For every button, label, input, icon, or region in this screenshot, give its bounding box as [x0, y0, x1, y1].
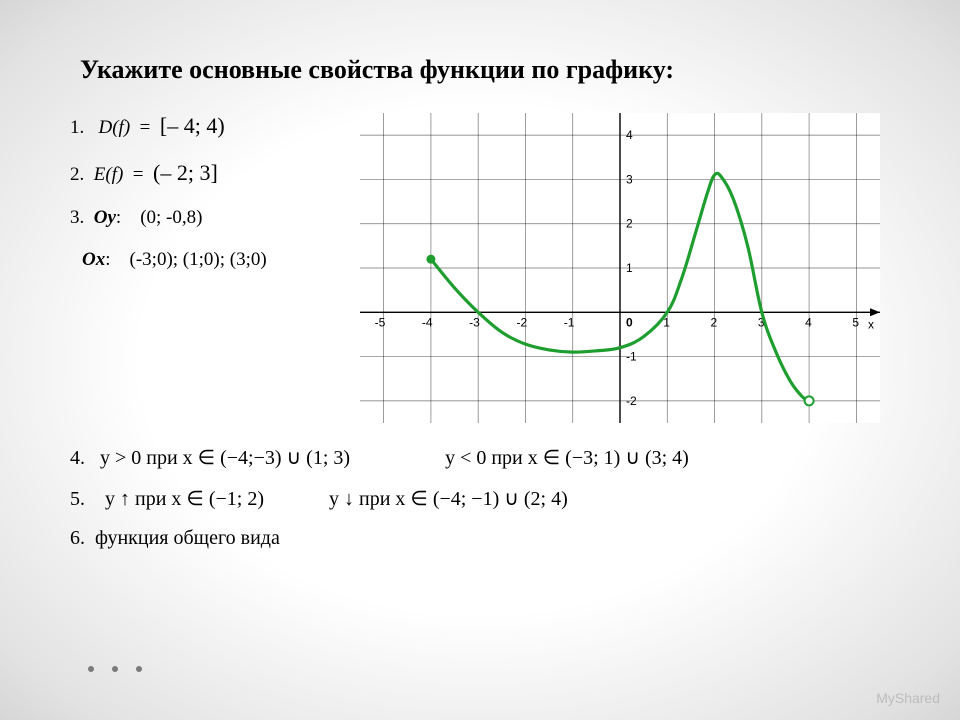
prop-4-label: Ox [82, 249, 105, 270]
prop-3-value: (0; -0,8) [140, 207, 202, 228]
dot-icon [136, 666, 142, 672]
prop-6-number: 6. [70, 527, 85, 549]
prop-2-eq: = [133, 164, 144, 185]
prop-1-eq: = [140, 117, 151, 138]
svg-text:1: 1 [626, 261, 633, 275]
svg-text:2: 2 [626, 217, 633, 231]
watermark-text: MyShared [876, 690, 940, 706]
svg-text:x: x [868, 317, 874, 331]
prop-6-text: функция общего вида [95, 527, 280, 549]
prop-oy: 3. Oy: (0; -0,8) [70, 207, 360, 230]
prop-3-colon: : [116, 207, 121, 228]
svg-text:2: 2 [711, 315, 718, 329]
properties-left: 1. D(f) = [– 4; 4) 2. E(f) = (– 2; 3] 3.… [70, 113, 360, 292]
prop-2-number: 2. [70, 164, 84, 185]
svg-text:4: 4 [626, 128, 633, 142]
prop-increasing: y ↑ при x ∈ (−1; 2) [105, 488, 264, 510]
prop-2-label: E(f) [94, 164, 124, 185]
dot-icon [112, 666, 118, 672]
svg-text:-2: -2 [626, 394, 637, 408]
prop-4-colon: : [105, 249, 110, 270]
svg-text:0: 0 [626, 315, 633, 329]
properties-bottom: 4. y > 0 при x ∈ (−4;−3) ∪ (1; 3) y < 0 … [70, 445, 900, 550]
prop-1-value: [– 4; 4) [160, 113, 225, 138]
chart-container: -5-4-3-2-1012345-2-11234x [360, 113, 880, 423]
prop-5-number: 5. [70, 488, 85, 510]
svg-text:-5: -5 [375, 315, 386, 329]
prop-3-label: Oy [94, 207, 116, 228]
prop-1-number: 1. [70, 117, 84, 138]
function-chart: -5-4-3-2-1012345-2-11234x [360, 113, 880, 423]
svg-text:-1: -1 [626, 350, 637, 364]
svg-text:4: 4 [805, 315, 812, 329]
svg-text:3: 3 [626, 172, 633, 186]
page: Укажите основные свойства функции по гра… [0, 0, 960, 720]
prop-4-value: (-3;0); (1;0); (3;0) [130, 249, 267, 270]
prop-positive: y > 0 при x ∈ (−4;−3) ∪ (1; 3) [100, 447, 350, 469]
prop-parity: 6. функция общего вида [70, 527, 900, 550]
prop-4-number: 4. [70, 447, 85, 469]
prop-range: 2. E(f) = (– 2; 3] [70, 160, 360, 187]
prop-ox: Ox: (-3;0); (1;0); (3;0) [82, 249, 360, 272]
prop-sign: 4. y > 0 при x ∈ (−4;−3) ∪ (1; 3) y < 0 … [70, 445, 900, 470]
svg-text:-1: -1 [564, 315, 575, 329]
prop-monotonic: 5. y ↑ при x ∈ (−1; 2) y ↓ при x ∈ (−4; … [70, 486, 900, 511]
prop-1-label: D(f) [99, 117, 131, 138]
dot-icon [88, 666, 94, 672]
page-title: Укажите основные свойства функции по гра… [80, 55, 900, 85]
top-row: 1. D(f) = [– 4; 4) 2. E(f) = (– 2; 3] 3.… [70, 113, 900, 423]
svg-text:-2: -2 [516, 315, 527, 329]
prop-3-number: 3. [70, 207, 84, 228]
slide-dots [88, 666, 142, 672]
svg-text:-4: -4 [422, 315, 433, 329]
svg-text:5: 5 [852, 315, 859, 329]
prop-2-value: (– 2; 3] [153, 160, 218, 185]
prop-negative: y < 0 при x ∈ (−3; 1) ∪ (3; 4) [445, 445, 689, 470]
svg-text:-3: -3 [469, 315, 480, 329]
prop-decreasing: y ↓ при x ∈ (−4; −1) ∪ (2; 4) [329, 486, 568, 511]
prop-domain: 1. D(f) = [– 4; 4) [70, 113, 360, 140]
